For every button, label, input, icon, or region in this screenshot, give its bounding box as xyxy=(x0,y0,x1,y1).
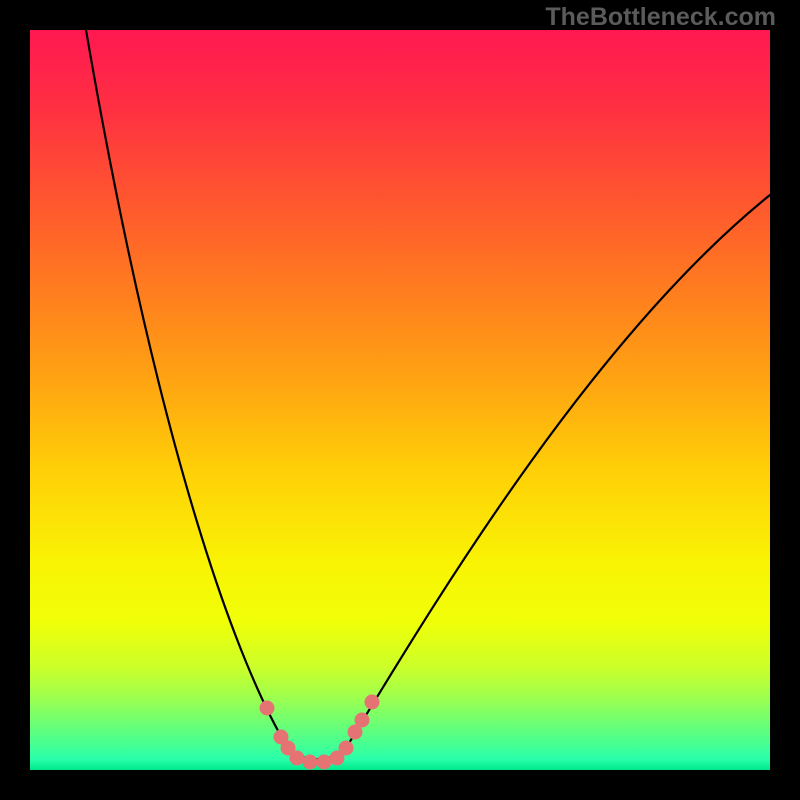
stage: TheBottleneck.com xyxy=(0,0,800,800)
gradient-rect xyxy=(30,30,770,770)
plot-area xyxy=(30,30,770,770)
watermark-text: TheBottleneck.com xyxy=(545,3,776,32)
gradient-background xyxy=(30,30,770,770)
